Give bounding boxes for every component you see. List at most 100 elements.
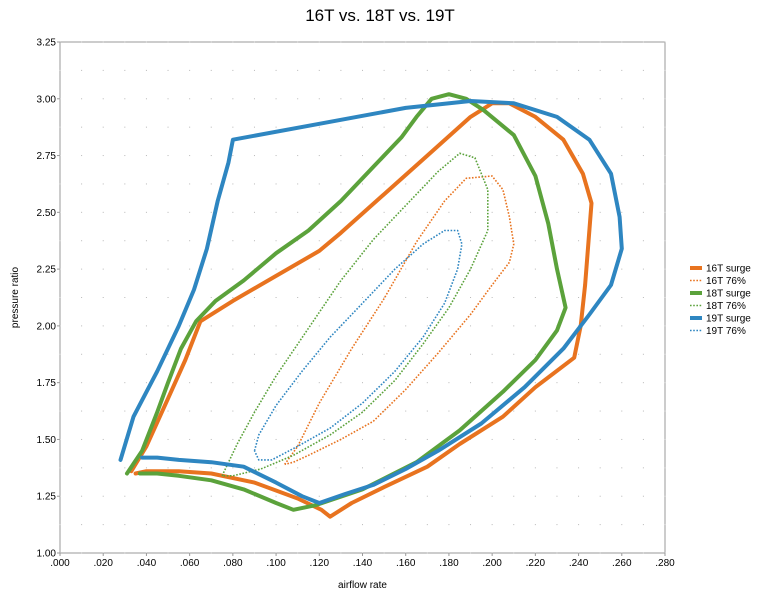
grid-dot [297,155,299,157]
x-tick-label: .000 [50,558,70,569]
grid-dot [383,240,385,242]
grid-dot [491,495,493,497]
grid-dot [426,495,428,497]
grid-dot [102,240,104,242]
y-tick-label: 2.25 [37,265,57,276]
grid-dot [297,353,299,355]
grid-dot [448,211,450,213]
grid-dot [102,183,104,185]
grid-dot [275,524,277,526]
grid-dot [210,183,212,185]
grid-dot [448,353,450,355]
grid-dot [318,382,320,384]
grid-dot [383,297,385,298]
grid-dot [275,353,277,355]
grid-dot [534,382,536,384]
grid-dot [102,382,104,384]
grid-dot [340,41,342,43]
grid-dot [556,410,558,412]
grid-dot [426,41,428,43]
grid-dot [448,126,450,128]
grid-dot [664,467,666,469]
grid-dot [318,98,320,100]
grid-dot [167,325,169,327]
x-tick-label: .180 [439,558,459,569]
grid-dot [318,211,320,213]
grid-dot [59,240,61,242]
y-axis-title: pressure ratio [10,266,21,328]
grid-dot [405,41,407,43]
grid-dot [642,268,644,270]
grid-dot [599,382,601,384]
grid-dot [210,69,212,71]
grid-dot [253,98,255,100]
grid-dot [621,69,623,71]
grid-dot [405,495,407,497]
grid-dot [232,467,234,469]
grid-dot [513,155,515,157]
grid-dot [621,325,623,327]
grid-dot [189,240,191,242]
grid-dot [189,69,191,71]
grid-dot [513,297,515,298]
grid-dot [318,495,320,497]
grid-dot [383,211,385,213]
grid-dot [642,353,644,355]
legend-label: 19T surge [706,314,751,325]
grid-dot [102,211,104,213]
grid-dot [491,297,493,298]
grid-dot [491,467,493,469]
grid-dot [318,183,320,185]
y-tick-label: 1.00 [37,549,57,560]
grid-dot [297,69,299,71]
x-tick-label: .080 [223,558,243,569]
grid-dot [599,552,601,554]
grid-dot [340,552,342,554]
grid-dot [599,438,601,440]
grid-dot [426,240,428,242]
grid-dot [448,524,450,526]
grid-dot [556,495,558,497]
grid-dot [448,325,450,327]
grid-dot [470,297,472,298]
grid-dot [297,240,299,242]
grid-dot [621,211,623,213]
grid-dot [210,98,212,100]
grid-dot [405,382,407,384]
grid-dot [448,467,450,469]
grid-dot [513,126,515,128]
grid-dot [145,297,147,298]
grid-dot [102,495,104,497]
grid-dot [124,353,126,355]
grid-dot [642,524,644,526]
grid-dot [102,126,104,128]
grid-dot [491,155,493,157]
grid-dot [534,211,536,213]
grid-dot [578,98,580,100]
grid-dot [232,240,234,242]
grid-dot [599,98,601,100]
grid-dot [253,126,255,128]
x-tick-label: .220 [526,558,546,569]
grid-dot [383,69,385,71]
x-tick-label: .040 [137,558,157,569]
grid-dot [59,69,61,71]
grid-dot [340,126,342,128]
grid-dot [124,297,126,298]
grid-dot [470,410,472,412]
grid-dot [578,183,580,185]
grid-dot [167,410,169,412]
grid-dot [491,183,493,185]
grid-dot [210,211,212,213]
grid-dot [232,297,234,298]
grid-dot [578,211,580,213]
grid-dot [189,495,191,497]
grid-dot [664,126,666,128]
y-tick-label: 3.25 [37,38,57,49]
grid-dot [621,41,623,43]
grid-dot [318,155,320,157]
grid-dot [362,297,363,298]
y-tick-label: 3.00 [37,94,57,105]
grid-dot [145,410,147,412]
grid-dot [297,325,299,327]
